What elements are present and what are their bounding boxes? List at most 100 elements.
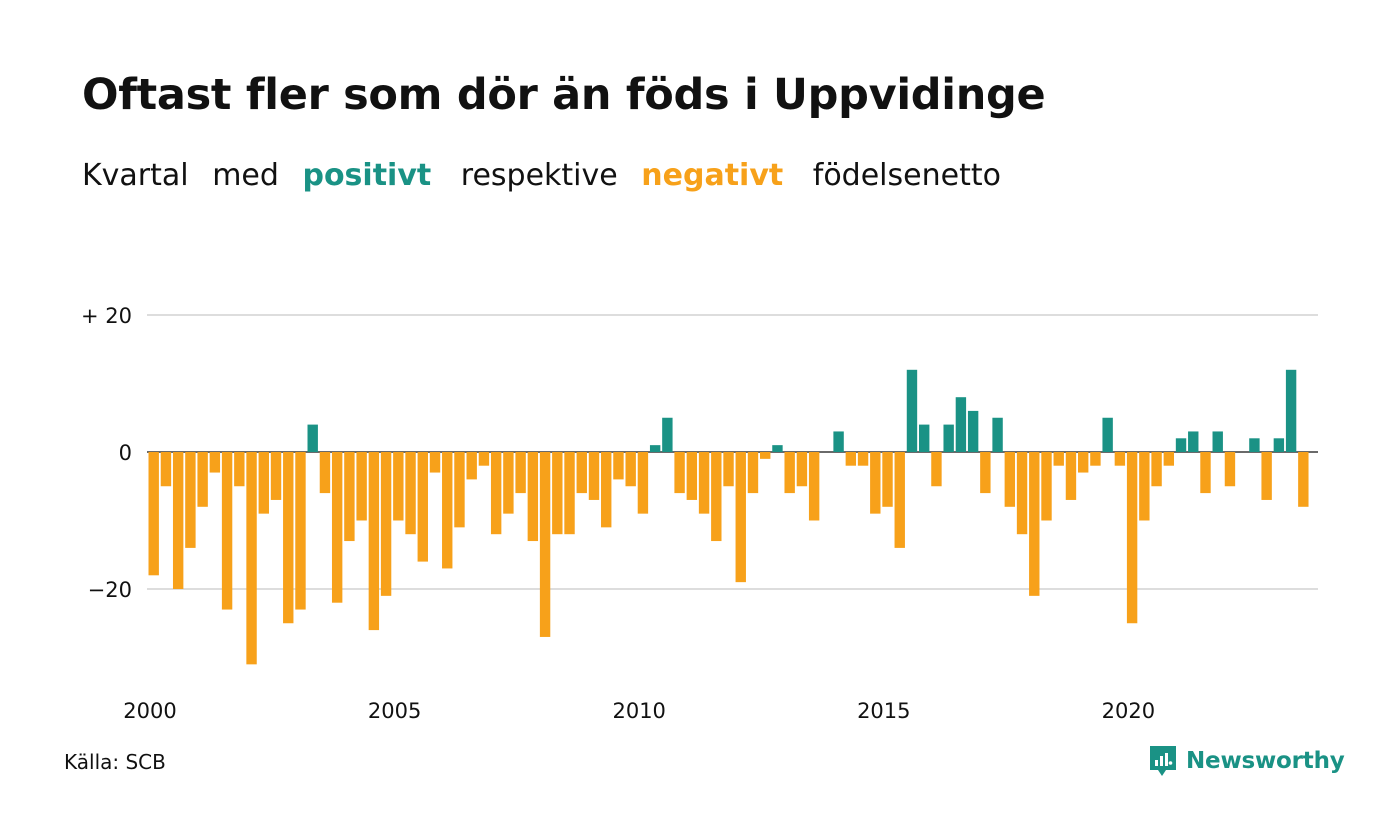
bar-negative bbox=[283, 452, 294, 624]
bar-negative bbox=[527, 452, 539, 542]
bar-negative bbox=[1139, 452, 1150, 521]
bar-negative bbox=[1114, 452, 1126, 466]
bar-negative bbox=[417, 452, 428, 562]
subtitle-negative-label: negativt bbox=[641, 158, 784, 193]
x-tick-label: 2015 bbox=[857, 699, 910, 723]
bar-negative bbox=[258, 452, 269, 514]
bar-negative bbox=[637, 452, 649, 514]
bar-positive bbox=[1102, 417, 1113, 452]
bar-negative bbox=[613, 452, 624, 480]
bar-negative bbox=[1077, 452, 1089, 473]
bar-positive bbox=[992, 417, 1003, 452]
brand[interactable]: Newsworthy bbox=[1148, 744, 1345, 778]
bars bbox=[148, 369, 1309, 665]
bar-negative bbox=[503, 452, 514, 514]
bar-positive bbox=[906, 369, 918, 452]
newsworthy-logo-icon bbox=[1150, 746, 1176, 776]
bar-positive bbox=[772, 445, 783, 452]
bar-negative bbox=[148, 452, 159, 576]
bar-negative bbox=[796, 452, 808, 487]
bar-negative bbox=[698, 452, 710, 514]
bar-negative bbox=[1029, 452, 1040, 596]
bar-negative bbox=[931, 452, 942, 487]
x-tick-label: 2005 bbox=[368, 699, 421, 723]
bar-positive bbox=[1273, 438, 1285, 452]
y-tick-label: 0 bbox=[119, 441, 132, 465]
bar-negative bbox=[1065, 452, 1077, 500]
bar-positive bbox=[1249, 438, 1260, 452]
bar-negative bbox=[221, 452, 233, 610]
bar-positive bbox=[833, 431, 844, 452]
bar-negative bbox=[331, 452, 343, 603]
bar-negative bbox=[1041, 452, 1052, 521]
bar-negative bbox=[197, 452, 208, 507]
subtitle-positive-label: positivt bbox=[302, 158, 432, 193]
bar-negative bbox=[686, 452, 698, 500]
bar-negative bbox=[601, 452, 612, 528]
bar-negative bbox=[295, 452, 306, 610]
bar-positive bbox=[649, 445, 661, 452]
bar-negative bbox=[185, 452, 196, 548]
subtitle-word: Kvartal bbox=[82, 158, 189, 193]
subtitle-word: respektive bbox=[460, 158, 618, 193]
bar-negative bbox=[1126, 452, 1138, 624]
bar-positive bbox=[1285, 369, 1297, 452]
source-label: Källa: SCB bbox=[64, 750, 166, 774]
bar-negative bbox=[723, 452, 734, 487]
bar-chart: + 20 0 −20 2000 2005 2010 2015 2020 bbox=[81, 304, 1318, 723]
bar-negative bbox=[711, 452, 722, 542]
bar-negative bbox=[870, 452, 881, 514]
bar-negative bbox=[674, 452, 685, 494]
bar-positive bbox=[662, 417, 673, 452]
bar-negative bbox=[808, 452, 820, 521]
bar-negative bbox=[270, 452, 282, 500]
bar-negative bbox=[1163, 452, 1175, 466]
bar-negative bbox=[478, 452, 490, 466]
y-tick-label: −20 bbox=[88, 578, 132, 602]
bar-negative bbox=[368, 452, 380, 631]
bar-negative bbox=[319, 452, 331, 494]
x-tick-label: 2010 bbox=[612, 699, 665, 723]
bar-negative bbox=[576, 452, 587, 494]
x-tick-label: 2000 bbox=[123, 699, 176, 723]
bar-negative bbox=[429, 452, 441, 473]
bar-negative bbox=[246, 452, 257, 665]
bar-negative bbox=[1004, 452, 1016, 507]
x-axis-ticks: 2000 2005 2010 2015 2020 bbox=[123, 699, 1155, 723]
bar-positive bbox=[943, 424, 954, 452]
subtitle-word: med bbox=[212, 158, 279, 193]
subtitle-word: födelsenetto bbox=[812, 158, 1001, 193]
bar-negative bbox=[894, 452, 905, 548]
bar-negative bbox=[490, 452, 502, 535]
y-axis-ticks: + 20 0 −20 bbox=[81, 304, 132, 602]
bar-negative bbox=[1090, 452, 1101, 466]
bar-negative bbox=[1053, 452, 1064, 466]
bar-negative bbox=[1016, 452, 1028, 535]
x-tick-label: 2020 bbox=[1102, 699, 1155, 723]
bar-positive bbox=[307, 424, 318, 452]
bar-negative bbox=[356, 452, 367, 521]
chart-subtitle: Kvartal med positivt respektive negativt… bbox=[82, 158, 1015, 193]
bar-negative bbox=[882, 452, 893, 507]
bar-negative bbox=[539, 452, 551, 637]
y-tick-label: + 20 bbox=[81, 304, 132, 328]
bar-positive bbox=[1188, 431, 1199, 452]
bar-negative bbox=[552, 452, 563, 535]
bar-positive bbox=[919, 424, 930, 452]
bar-negative bbox=[344, 452, 355, 542]
bar-positive bbox=[1175, 438, 1187, 452]
bar-negative bbox=[784, 452, 795, 494]
bar-negative bbox=[857, 452, 869, 466]
bar-negative bbox=[980, 452, 991, 494]
bar-negative bbox=[1151, 452, 1162, 487]
bar-negative bbox=[380, 452, 392, 596]
bar-negative bbox=[393, 452, 404, 521]
bar-negative bbox=[1298, 452, 1309, 507]
bar-negative bbox=[845, 452, 857, 466]
bar-negative bbox=[1224, 452, 1236, 487]
bar-negative bbox=[625, 452, 636, 487]
bar-negative bbox=[735, 452, 746, 583]
bar-positive bbox=[967, 410, 979, 452]
bar-negative bbox=[454, 452, 465, 528]
bar-negative bbox=[1261, 452, 1272, 500]
